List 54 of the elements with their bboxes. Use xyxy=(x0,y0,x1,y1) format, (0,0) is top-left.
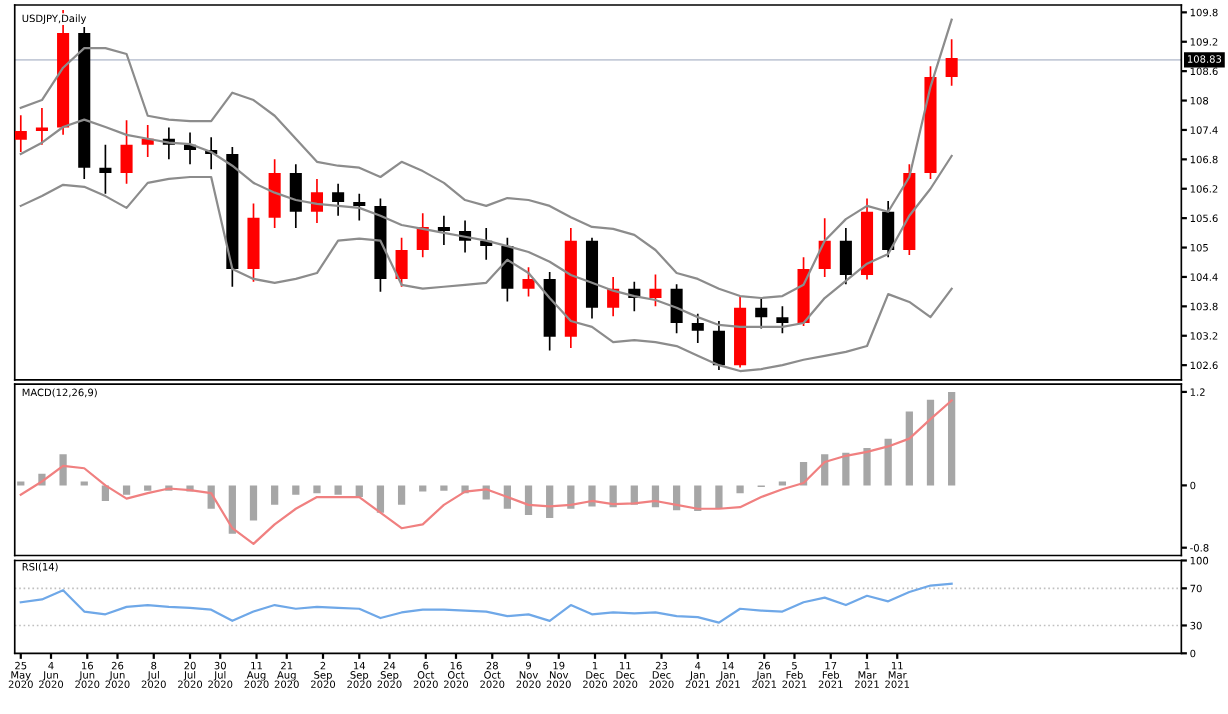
candlestick xyxy=(14,114,27,153)
bar xyxy=(122,485,131,495)
bar xyxy=(313,485,321,494)
bar xyxy=(249,485,258,521)
line-series xyxy=(19,118,953,329)
candlestick xyxy=(670,283,683,335)
bar xyxy=(355,485,363,498)
bar xyxy=(884,438,892,486)
candlestick xyxy=(310,178,324,224)
candlestick xyxy=(691,312,704,344)
bar xyxy=(334,485,342,495)
bar xyxy=(271,485,279,505)
candlestick xyxy=(839,227,852,286)
candlestick xyxy=(501,236,514,303)
bar xyxy=(376,485,385,513)
bar xyxy=(546,485,554,519)
bar xyxy=(59,454,67,486)
bar xyxy=(948,391,956,486)
candlestick xyxy=(416,212,429,259)
candlestick xyxy=(120,119,133,185)
candlestick xyxy=(332,183,345,217)
candlestick xyxy=(776,305,789,335)
candlestick xyxy=(945,38,958,87)
bar xyxy=(292,485,300,495)
bar xyxy=(503,485,511,509)
bar xyxy=(694,485,702,512)
candlestick xyxy=(649,273,662,308)
line-series xyxy=(19,582,953,624)
bar xyxy=(567,485,575,509)
bar xyxy=(419,485,427,492)
candlestick xyxy=(395,236,408,288)
bar xyxy=(144,485,152,491)
bar xyxy=(926,399,935,486)
bar xyxy=(397,485,406,505)
candlestick xyxy=(268,158,281,229)
candlestick xyxy=(289,163,302,229)
bar xyxy=(440,485,448,491)
line-series xyxy=(19,175,953,373)
bar xyxy=(736,485,744,494)
bar xyxy=(715,485,723,509)
candlestick xyxy=(437,214,450,246)
candlestick xyxy=(35,107,48,146)
bar xyxy=(524,485,533,515)
line-series xyxy=(19,399,953,545)
candlestick xyxy=(99,143,112,195)
candlestick xyxy=(522,266,535,298)
candlestick xyxy=(882,200,895,259)
candlestick xyxy=(353,192,366,222)
candlestick xyxy=(712,320,725,371)
bar xyxy=(228,485,236,534)
bar xyxy=(863,448,871,486)
line-series xyxy=(19,18,953,300)
bar xyxy=(905,411,913,486)
candlestick xyxy=(755,298,768,330)
